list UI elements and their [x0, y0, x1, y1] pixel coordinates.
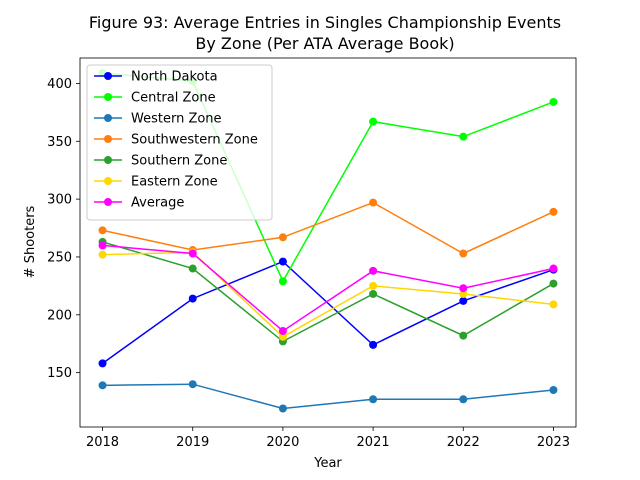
series-line-north-dakota [102, 260, 554, 364]
y-tick-label: 150 [47, 366, 72, 381]
data-point-average [459, 284, 468, 293]
series-line-southwestern-zone [102, 201, 554, 255]
data-point-western-zone [369, 395, 378, 404]
plot-area: 2018 2019 2020 2021 2022 2023 150 200 250 300 350 4… [47, 57, 577, 450]
data-point-average [369, 266, 378, 275]
legend-box [86, 64, 273, 221]
series-line-eastern-zone [102, 251, 554, 338]
data-point-central-zone [278, 277, 287, 286]
data-point-north-dakota [278, 257, 287, 266]
legend-label-southwestern-zone: Southwestern Zone [131, 133, 258, 148]
data-point-western-zone [459, 395, 468, 404]
legend-marker-central-zone [104, 93, 112, 101]
data-point-average [188, 249, 197, 258]
data-point-eastern-zone [459, 289, 468, 298]
legend-label-southern-zone: Southern Zone [131, 154, 227, 169]
legend-marker-eastern-zone [104, 177, 112, 185]
data-point-western-zone [188, 380, 197, 389]
series-north-dakota [98, 257, 558, 368]
data-point-western-zone [278, 404, 287, 413]
chart-title-line1: Figure 93: Average Entries in Singles Ch… [89, 13, 561, 32]
legend-item-average: Average [94, 196, 184, 211]
data-point-central-zone [459, 132, 468, 141]
data-point-southern-zone [188, 264, 197, 273]
chart-title-line2: By Zone (Per ATA Average Book) [195, 34, 454, 53]
data-point-north-dakota [369, 340, 378, 349]
x-tick-label: 2021 [357, 435, 390, 450]
series-western-zone [98, 380, 558, 413]
data-point-southern-zone [369, 289, 378, 298]
legend-marker-average [104, 198, 112, 206]
legend-label-eastern-zone: Eastern Zone [131, 175, 218, 190]
legend-label-average: Average [131, 196, 184, 211]
data-point-southwestern-zone [98, 226, 107, 235]
legend-label-western-zone: Western Zone [131, 112, 222, 127]
legend-label-north-dakota: North Dakota [131, 70, 218, 85]
series-line-average [102, 244, 554, 332]
data-point-western-zone [98, 381, 107, 390]
data-point-eastern-zone [98, 250, 107, 259]
y-tick-label: 250 [47, 250, 72, 265]
x-tick-label: 2018 [86, 435, 119, 450]
data-point-southern-zone [459, 331, 468, 340]
legend-marker-north-dakota [104, 72, 112, 80]
legend-item-southwestern-zone: Southwestern Zone [94, 133, 258, 148]
series-eastern-zone [98, 248, 558, 341]
y-tick-label: 400 [47, 77, 72, 92]
data-point-central-zone [369, 117, 378, 126]
x-tick-label: 2022 [447, 435, 480, 450]
data-point-north-dakota [188, 294, 197, 303]
data-point-eastern-zone [549, 300, 558, 309]
series-line-southern-zone [102, 241, 554, 343]
series-line-western-zone [102, 383, 554, 410]
data-point-average [278, 326, 287, 335]
x-tick-label: 2023 [537, 435, 570, 450]
legend-item-eastern-zone: Eastern Zone [94, 175, 218, 190]
data-point-southwestern-zone [278, 233, 287, 242]
data-point-southern-zone [549, 279, 558, 288]
y-tick-label: 350 [47, 135, 72, 150]
series-southern-zone [98, 237, 558, 346]
x-tick-label: 2019 [176, 435, 209, 450]
legend-marker-southern-zone [104, 156, 112, 164]
data-point-southwestern-zone [369, 198, 378, 207]
x-tick-label: 2020 [266, 435, 299, 450]
data-point-western-zone [549, 385, 558, 394]
data-point-eastern-zone [278, 332, 287, 341]
y-tick-label: 200 [47, 308, 72, 323]
data-point-eastern-zone [369, 281, 378, 290]
data-point-average [549, 264, 558, 273]
y-axis-label: # Shooters [23, 205, 38, 278]
data-point-north-dakota [98, 359, 107, 368]
y-tick-label: 300 [47, 193, 72, 208]
x-axis-label: Year [313, 456, 342, 471]
legend-label-central-zone: Central Zone [131, 91, 216, 106]
legend-marker-western-zone [104, 114, 112, 122]
legend: North Dakota Central Zone Western Zone Sout… [86, 64, 273, 221]
legend-item-southern-zone: Southern Zone [94, 154, 227, 169]
plot-frame [79, 57, 577, 428]
data-point-north-dakota [459, 296, 468, 305]
data-point-central-zone [549, 97, 558, 106]
data-point-average [98, 241, 107, 250]
series-average [98, 241, 558, 335]
legend-item-north-dakota: North Dakota [94, 70, 218, 85]
data-point-southwestern-zone [549, 207, 558, 216]
legend-item-western-zone: Western Zone [94, 112, 222, 127]
legend-item-central-zone: Central Zone [94, 91, 216, 106]
data-point-southwestern-zone [459, 249, 468, 258]
legend-marker-southwestern-zone [104, 135, 112, 143]
